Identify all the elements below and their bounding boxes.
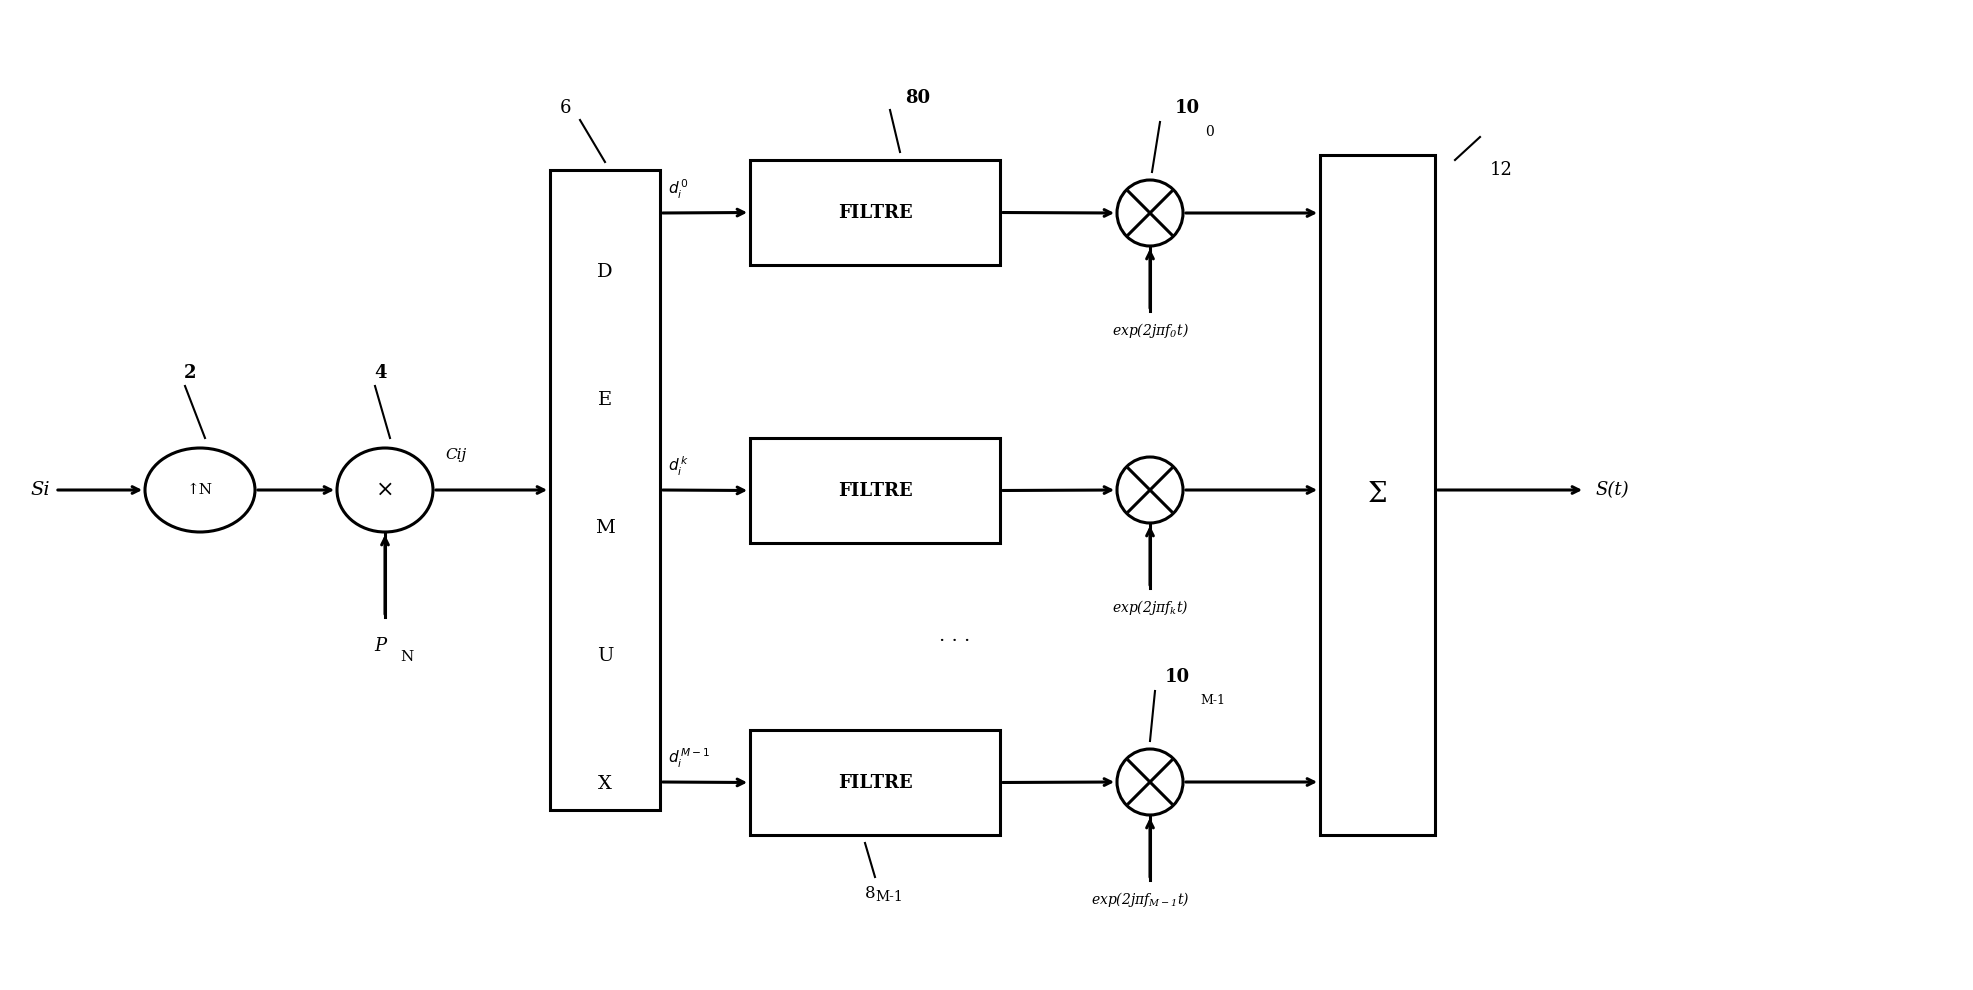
Text: 10: 10 [1164,668,1190,686]
Text: P: P [375,637,387,655]
Bar [550,170,661,810]
Bar [750,160,1000,265]
Text: $d_i^{\,M-1}$: $d_i^{\,M-1}$ [669,746,710,770]
Text: . . .: . . . [939,627,971,645]
Text: 0: 0 [1206,125,1213,139]
Text: M-1: M-1 [874,890,904,904]
Text: FILTRE: FILTRE [839,204,912,222]
Text: S(t): S(t) [1594,481,1628,499]
Text: 6: 6 [558,99,570,117]
Text: X: X [598,775,612,793]
Text: ↑N: ↑N [187,483,213,497]
Text: 12: 12 [1490,161,1513,179]
Text: M: M [596,520,616,538]
Text: D: D [598,263,614,281]
Text: $d_i^{\,0}$: $d_i^{\,0}$ [669,178,689,201]
Text: 2: 2 [183,364,195,382]
Text: 8: 8 [864,885,874,902]
Text: 4: 4 [373,364,387,382]
Text: M-1: M-1 [1200,694,1225,707]
Text: Σ: Σ [1367,481,1387,509]
Text: FILTRE: FILTRE [839,481,912,500]
Text: $\mathregular{exp(2j\pi f_k t)}$: $\mathregular{exp(2j\pi f_k t)}$ [1111,598,1188,617]
Bar [750,730,1000,835]
Text: FILTRE: FILTRE [839,773,912,791]
Text: $\mathregular{exp(2j\pi f_0 t)}$: $\mathregular{exp(2j\pi f_0 t)}$ [1111,321,1188,340]
Text: N: N [401,650,414,664]
Text: $\mathregular{exp(2j\pi f_{M-1} t)}$: $\mathregular{exp(2j\pi f_{M-1} t)}$ [1091,890,1190,909]
Text: Cij: Cij [446,448,466,462]
Bar [1320,155,1434,835]
Text: U: U [596,647,614,665]
Text: 10: 10 [1176,99,1200,117]
Text: Si: Si [30,481,49,499]
Text: 80: 80 [906,89,929,107]
Text: E: E [598,391,612,410]
Text: ×: × [375,479,395,501]
Bar [750,438,1000,543]
Text: $d_i^{\,k}$: $d_i^{\,k}$ [669,454,689,478]
